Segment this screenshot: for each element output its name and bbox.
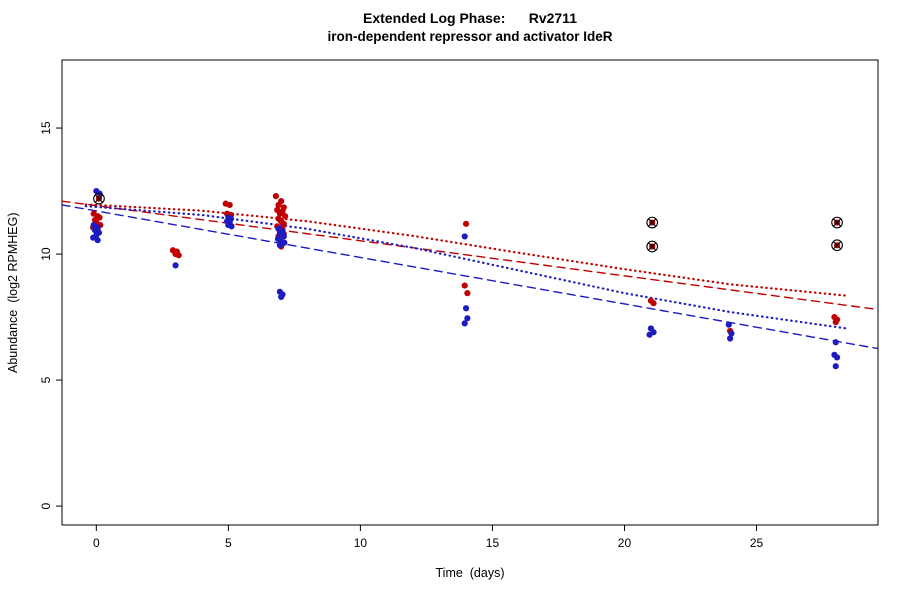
red-dashed-trend-line bbox=[62, 200, 878, 311]
data-point bbox=[276, 210, 283, 217]
data-point bbox=[172, 262, 179, 269]
data-point bbox=[727, 335, 734, 342]
data-point bbox=[461, 233, 468, 240]
blue-dashed-trend-line bbox=[62, 204, 878, 350]
trend-lines bbox=[62, 200, 878, 350]
y-tick-label: 5 bbox=[39, 376, 53, 383]
outlier-circle-x-icon bbox=[93, 192, 105, 205]
x-axis-label: Time (days) bbox=[435, 566, 505, 580]
chart-title: Extended Log Phase: Rv2711 bbox=[363, 10, 577, 26]
data-point bbox=[646, 331, 653, 338]
data-point bbox=[276, 242, 283, 249]
x-tick-label: 15 bbox=[486, 536, 500, 550]
data-point bbox=[728, 330, 735, 337]
data-point bbox=[464, 290, 471, 297]
x-tick-label: 20 bbox=[618, 536, 632, 550]
data-point bbox=[278, 293, 285, 301]
data-point bbox=[462, 305, 470, 312]
data-point bbox=[226, 201, 233, 209]
x-tick-label: 25 bbox=[750, 536, 764, 550]
data-point bbox=[461, 320, 468, 327]
outlier-point bbox=[831, 216, 843, 229]
data-point bbox=[833, 354, 841, 361]
outlier-circle-x-icon bbox=[831, 239, 843, 252]
data-point bbox=[832, 363, 839, 370]
plot-box bbox=[61, 59, 879, 526]
outlier-circle-x-icon bbox=[831, 216, 843, 229]
data-point bbox=[725, 321, 732, 328]
y-axis-label: Abundance (log2 RPMHEG) bbox=[6, 212, 20, 373]
data-point bbox=[464, 315, 471, 322]
data-point bbox=[275, 201, 282, 209]
data-point bbox=[175, 252, 182, 259]
chart-subtitle: iron-dependent repressor and activator I… bbox=[327, 29, 613, 44]
data-point bbox=[272, 192, 280, 200]
outlier-circle-x-icon bbox=[646, 216, 659, 229]
outlier-point bbox=[93, 192, 105, 205]
data-point bbox=[462, 220, 470, 227]
data-point bbox=[832, 339, 839, 346]
x-tick-label: 10 bbox=[354, 536, 368, 550]
y-tick-label: 10 bbox=[39, 247, 53, 261]
red-dotted-trend-line bbox=[84, 203, 848, 297]
data-point bbox=[228, 223, 235, 230]
y-tick-label: 15 bbox=[39, 121, 53, 135]
y-tick-label: 0 bbox=[39, 502, 53, 509]
data-point bbox=[461, 282, 468, 289]
data-point bbox=[94, 237, 101, 244]
x-tick-label: 0 bbox=[93, 536, 100, 550]
outlier-point bbox=[646, 240, 659, 253]
x-tick-label: 5 bbox=[225, 536, 232, 550]
data-point bbox=[280, 220, 287, 227]
data-point bbox=[832, 319, 839, 326]
data-point bbox=[650, 300, 657, 307]
data-point bbox=[280, 233, 287, 240]
data-point bbox=[282, 213, 289, 220]
outlier-circle-x-icon bbox=[646, 240, 659, 253]
outlier-point bbox=[831, 239, 843, 252]
outlier-point bbox=[646, 216, 659, 229]
blue-points bbox=[90, 187, 841, 370]
